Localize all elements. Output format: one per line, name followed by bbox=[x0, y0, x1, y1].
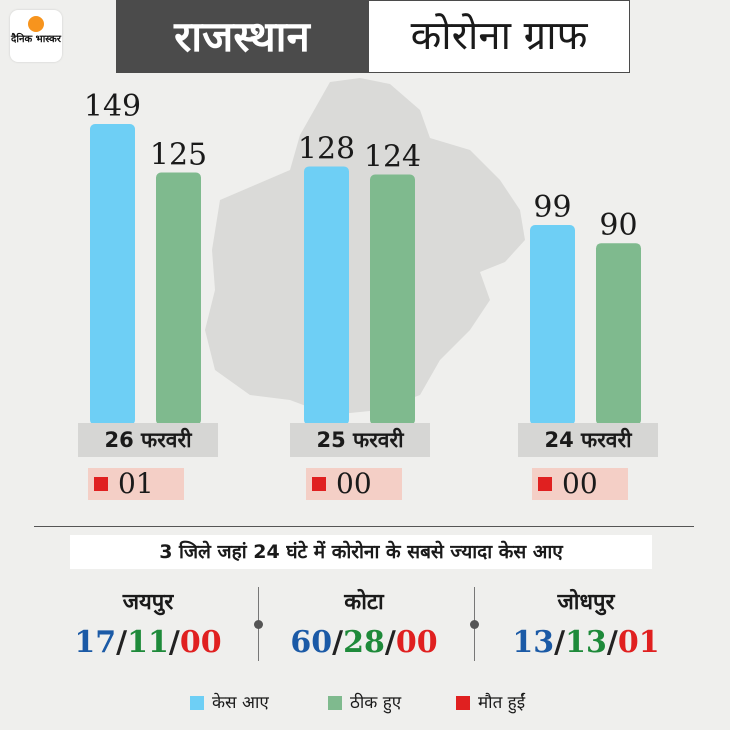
death-marker bbox=[538, 477, 552, 491]
legend-swatch-deaths bbox=[456, 696, 470, 710]
bar-value-label-recovered-1: 125 bbox=[150, 138, 207, 173]
deaths-value-3: 00 bbox=[562, 467, 598, 500]
district-deaths: 00 bbox=[395, 625, 438, 660]
bar-cases-3 bbox=[530, 225, 575, 425]
chart-title: कोरोना ग्राफ bbox=[368, 0, 630, 73]
death-marker bbox=[312, 477, 326, 491]
date-label-2: 25 फरवरी bbox=[290, 423, 430, 457]
district-deaths: 00 bbox=[179, 625, 222, 660]
separator-line bbox=[470, 587, 479, 661]
bar-cases-2 bbox=[304, 166, 349, 425]
district-name: कोटा bbox=[344, 590, 384, 615]
death-marker bbox=[94, 477, 108, 491]
districts-subtitle: 3 जिले जहां 24 घंटे में कोरोना के सबसे ज… bbox=[70, 535, 652, 569]
district-recovered: 11 bbox=[127, 625, 169, 660]
bar-value-label-cases-1: 149 bbox=[84, 89, 141, 124]
bar-recovered-2 bbox=[370, 174, 415, 425]
deaths-box-1: 01 bbox=[88, 468, 184, 500]
date-label-1: 26 फरवरी bbox=[78, 423, 218, 457]
district-cases: 13 bbox=[512, 625, 555, 660]
district-kota: कोटा 60/28/00 bbox=[264, 588, 464, 664]
district-jaipur: जयपुर 17/11/00 bbox=[48, 588, 248, 664]
legend-swatch-recovered bbox=[328, 696, 342, 710]
deaths-box-3: 00 bbox=[532, 468, 628, 500]
bar-value-label-cases-2: 128 bbox=[298, 131, 355, 166]
bar-value-label-recovered-3: 90 bbox=[599, 208, 637, 243]
district-deaths: 01 bbox=[617, 625, 660, 660]
district-stats: 13/13/01 bbox=[512, 625, 660, 660]
dainik-bhaskar-logo: दैनिक भास्कर bbox=[10, 10, 62, 62]
bar-value-label-recovered-2: 124 bbox=[364, 140, 421, 175]
district-cases: 60 bbox=[290, 625, 333, 660]
legend-label-deaths: मौत हुईं bbox=[478, 693, 526, 713]
bar-value-label-cases-3: 99 bbox=[533, 190, 571, 225]
logo-text: दैनिक भास्कर bbox=[11, 34, 61, 45]
bar-cases-1 bbox=[90, 124, 135, 426]
bar-recovered-1 bbox=[156, 172, 201, 425]
separator-line bbox=[254, 587, 263, 661]
legend-label-recovered: ठीक हुए bbox=[350, 693, 402, 713]
district-recovered: 13 bbox=[565, 625, 607, 660]
district-name: जयपुर bbox=[122, 590, 174, 615]
district-stats: 60/28/00 bbox=[290, 625, 438, 660]
deaths-value-1: 01 bbox=[118, 467, 154, 500]
bar-recovered-3 bbox=[596, 243, 641, 425]
district-recovered: 28 bbox=[343, 625, 385, 660]
state-title: राजस्थान bbox=[116, 0, 368, 73]
district-stats: 17/11/00 bbox=[74, 625, 222, 660]
district-jodhpur: जोधपुर 13/13/01 bbox=[486, 588, 686, 664]
district-cases: 17 bbox=[74, 625, 117, 660]
deaths-value-2: 00 bbox=[336, 467, 372, 500]
sun-icon bbox=[28, 16, 44, 32]
legend-label-cases: केस आए bbox=[212, 693, 269, 713]
section-divider bbox=[34, 526, 694, 527]
district-name: जोधपुर bbox=[557, 590, 615, 615]
date-label-3: 24 फरवरी bbox=[518, 423, 658, 457]
legend-swatch-cases bbox=[190, 696, 204, 710]
deaths-box-2: 00 bbox=[306, 468, 402, 500]
